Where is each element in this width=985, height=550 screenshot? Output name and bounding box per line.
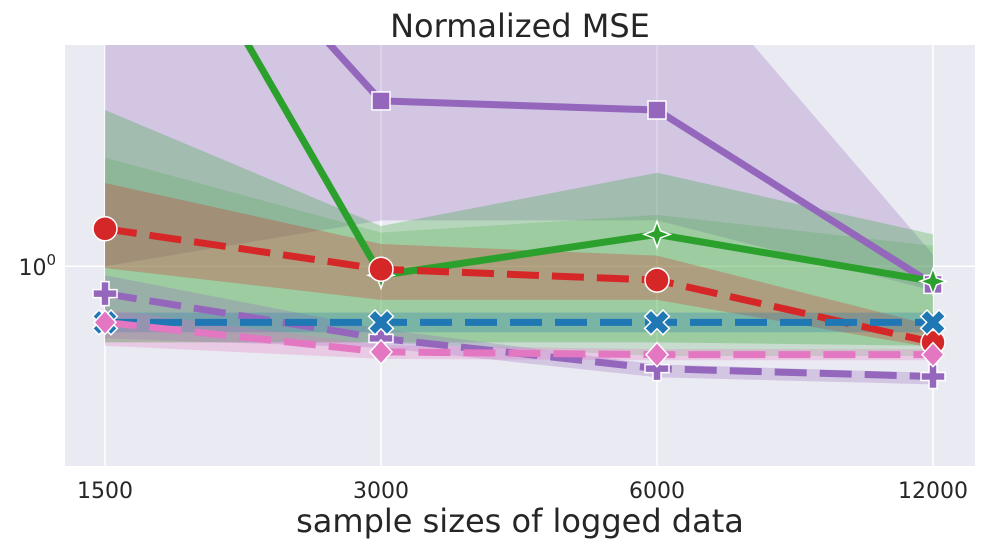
axes: 1500 3000 6000 12000 100 — [18, 251, 968, 504]
series-lines — [104, 45, 935, 380]
series-line — [104, 225, 934, 346]
data-point — [647, 100, 667, 120]
data-point — [641, 219, 673, 250]
series-band — [105, 110, 933, 346]
x-tick-label: 3000 — [353, 479, 409, 504]
series-line — [104, 318, 933, 359]
data-point — [920, 341, 946, 368]
data-point — [367, 308, 395, 336]
chart-title: Normalized MSE — [390, 7, 650, 45]
x-tick-label: 12000 — [898, 479, 968, 504]
data-point-shape — [367, 308, 395, 336]
series-line — [244, 45, 934, 285]
x-axis-label: sample sizes of logged data — [296, 502, 744, 540]
data-point-shape — [919, 308, 947, 336]
data-point — [920, 363, 946, 390]
data-point — [919, 308, 947, 336]
series-band — [105, 45, 933, 291]
data-point — [92, 280, 118, 307]
x-tick-label: 6000 — [629, 479, 685, 504]
data-point — [92, 215, 118, 242]
data-point — [644, 355, 670, 382]
data-point — [92, 309, 118, 336]
data-point — [368, 338, 394, 366]
series-markers — [91, 91, 949, 390]
data-point — [371, 91, 391, 111]
series-line — [325, 45, 935, 288]
series-band — [105, 183, 933, 348]
data-point — [644, 267, 670, 293]
x-tick-label: 1500 — [77, 479, 133, 504]
data-point — [644, 341, 670, 368]
data-point — [368, 256, 394, 282]
data-point — [917, 266, 949, 297]
y-tick-label: 100 — [18, 251, 56, 281]
data-point-shape — [643, 308, 671, 336]
data-point — [643, 308, 671, 336]
